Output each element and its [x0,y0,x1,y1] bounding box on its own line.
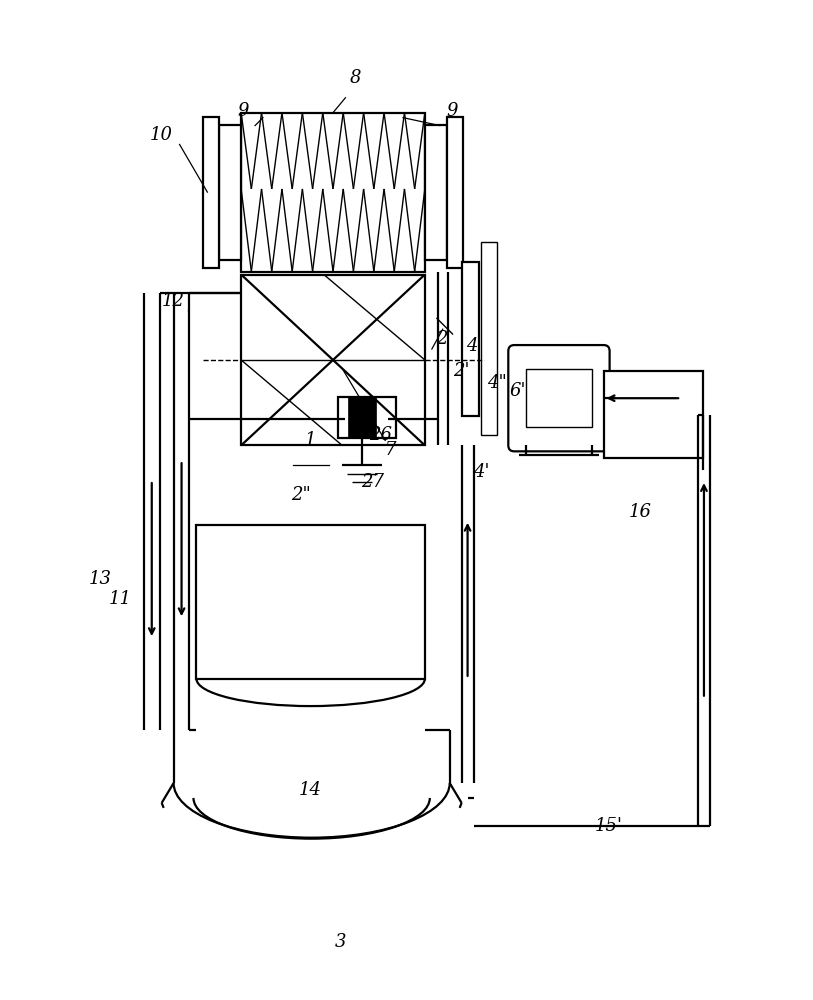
Bar [462,262,480,416]
Bar [203,117,220,268]
Text: 4": 4" [488,374,507,392]
Bar [526,369,592,427]
Bar [481,242,498,435]
Text: 13: 13 [89,570,111,588]
Text: 4: 4 [466,337,477,355]
Text: 26: 26 [368,426,392,444]
Text: 27: 27 [361,473,384,491]
Text: 16: 16 [629,503,652,521]
Bar [349,397,376,438]
Text: 2": 2" [291,486,311,504]
Text: 2: 2 [436,330,447,348]
Bar [446,117,463,268]
Text: 1: 1 [305,431,316,449]
Text: 9: 9 [446,102,458,120]
Text: 15': 15' [594,817,623,835]
Text: 14: 14 [299,781,322,799]
Text: 11: 11 [108,590,132,608]
Bar [197,525,425,679]
FancyBboxPatch shape [508,345,610,451]
Bar [425,125,446,260]
Text: 6': 6' [509,382,525,400]
Bar [241,275,425,445]
Text: 12: 12 [162,292,185,310]
Bar [338,397,396,438]
Text: 7: 7 [385,441,396,459]
Text: 8: 8 [350,69,361,87]
Text: 9: 9 [237,102,249,120]
Text: 2': 2' [454,362,470,380]
Text: 10: 10 [150,126,173,144]
Text: 4': 4' [473,463,489,481]
Bar [241,113,425,272]
Bar [603,371,703,458]
Text: 3: 3 [335,933,346,951]
Bar [220,125,241,260]
